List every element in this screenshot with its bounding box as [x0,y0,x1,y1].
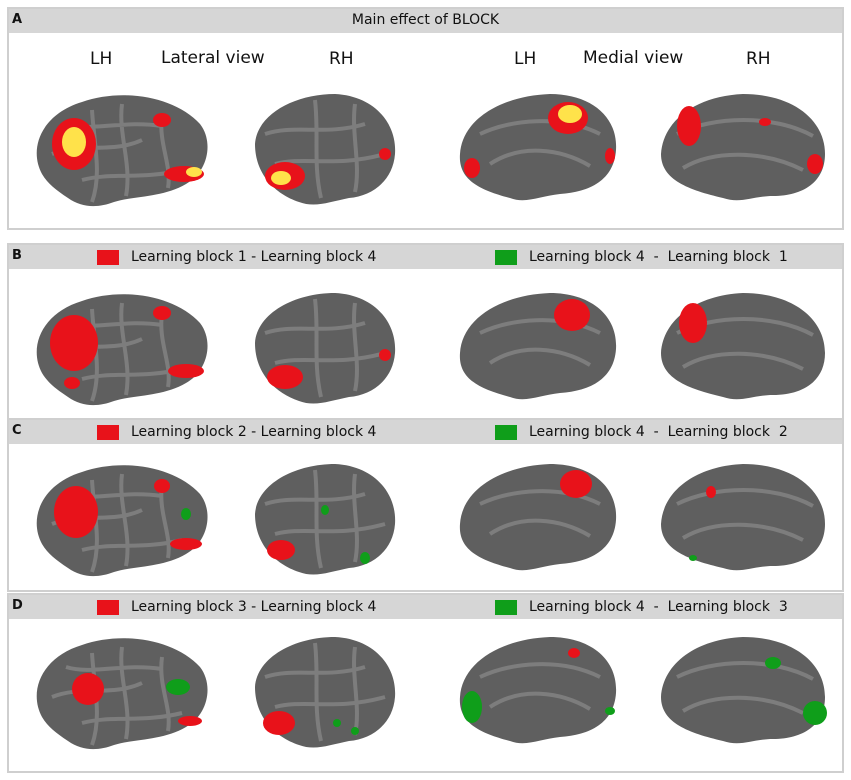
legend-green: Learning block 4 - Learning block 2 [495,423,788,441]
brain-c-lh-lateral [36,465,208,577]
activation-red [178,716,202,726]
red-swatch [97,249,119,265]
activation-yellow [62,127,86,157]
activation-green [166,679,190,695]
brain-d-rh-lateral [255,637,396,748]
activation-green [765,657,781,669]
activation-red [706,486,716,498]
brain-d-lh-lateral [36,638,208,750]
activation-red [153,306,171,320]
brain-c-rh-lateral [255,464,396,575]
panel-b-header: B Learning block 1 - Learning block 4 Le… [9,245,842,269]
medial-rh-label: RH [746,49,771,69]
activation-red [379,349,391,361]
activation-red [679,303,707,343]
panel-d-header: D Learning block 3 - Learning block 4 Le… [9,595,842,619]
activation-red [560,470,592,498]
activation-yellow [271,171,291,185]
legend-green-label: Learning block 4 - Learning block 1 [529,249,788,265]
activation-red [267,540,295,560]
brain-b-rh-medial [661,293,825,400]
panel-d: D Learning block 3 - Learning block 4 Le… [7,593,844,773]
activation-red [263,711,295,735]
red-swatch [97,424,119,440]
panel-a-title: Main effect of BLOCK [351,12,500,28]
green-swatch [495,249,517,265]
lateral-view-label: Lateral view [161,48,265,68]
activation-green [181,508,191,520]
panel-a-header: A Main effect of BLOCK [9,9,842,33]
brain-c-rh-medial [661,464,825,571]
activation-green [605,707,615,715]
activation-green [333,719,341,727]
activation-red [168,364,204,378]
activation-red [554,299,590,331]
brain-d-lh-medial [459,637,617,744]
lateral-rh-label: RH [329,49,354,69]
panel-b: B Learning block 1 - Learning block 4 Le… [7,243,844,425]
activation-red [54,486,98,538]
activation-green [351,727,359,735]
activation-red [72,673,104,705]
green-swatch [495,424,517,440]
brain-a-rh-lateral [255,94,396,205]
medial-lh-label: LH [514,49,537,69]
medial-view-label: Medial view [583,48,684,68]
panel-letter-b: B [12,248,22,263]
legend-red-label: Learning block 1 - Learning block 4 [131,249,377,265]
legend-red: Learning block 1 - Learning block 4 [97,248,376,266]
legend-green-label: Learning block 4 - Learning block 2 [529,424,788,440]
brain-b-lh-lateral [36,294,208,406]
brain-c-lh-medial [459,464,617,571]
activation-red [50,315,98,371]
brain-b-rh-lateral [255,293,396,404]
legend-green: Learning block 4 - Learning block 1 [495,248,788,266]
activation-red [64,377,80,389]
legend-green-label: Learning block 4 - Learning block 3 [529,599,788,615]
brain-a-rh-medial [661,94,825,201]
activation-red [170,538,202,550]
brain-a-lh-medial [459,94,617,201]
panel-c-header: C Learning block 2 - Learning block 4 Le… [9,420,842,444]
activation-green [321,505,329,515]
activation-green [360,552,370,564]
activation-red [759,118,771,126]
activation-red [464,158,480,178]
panel-letter-c: C [12,423,22,438]
lateral-lh-label: LH [90,49,113,69]
activation-red [807,154,823,174]
activation-yellow [186,167,202,177]
legend-green: Learning block 4 - Learning block 3 [495,598,788,616]
activation-red [677,106,701,146]
green-swatch [495,599,517,615]
activation-red [153,113,171,127]
activation-green [462,691,482,723]
panel-letter-a: A [12,12,23,27]
panel-a: A Main effect of BLOCK LH Lateral view R… [7,7,844,230]
legend-red-label: Learning block 2 - Learning block 4 [131,424,377,440]
activation-red [154,479,170,493]
activation-green [689,555,697,561]
activation-red [267,365,303,389]
activation-red [605,148,615,164]
brain-d-rh-medial [661,637,827,744]
legend-red: Learning block 3 - Learning block 4 [97,598,376,616]
brain-a-lh-lateral [36,95,208,207]
activation-green [803,701,827,725]
legend-red-label: Learning block 3 - Learning block 4 [131,599,377,615]
activation-red [379,148,391,160]
panel-c: C Learning block 2 - Learning block 4 Le… [7,418,844,592]
red-swatch [97,599,119,615]
brain-b-lh-medial [459,293,617,400]
activation-yellow [558,105,582,123]
activation-red [568,648,580,658]
panel-letter-d: D [12,598,23,613]
legend-red: Learning block 2 - Learning block 4 [97,423,376,441]
